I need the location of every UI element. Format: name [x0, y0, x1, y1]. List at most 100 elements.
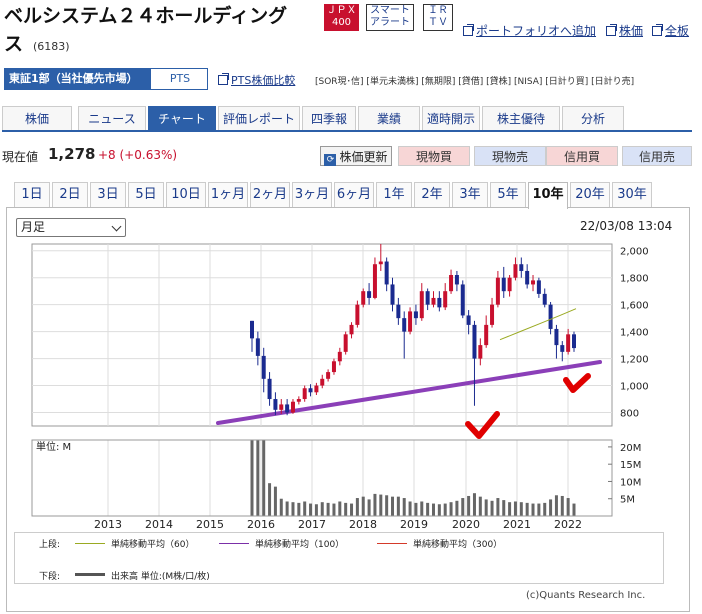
margin-buy-button[interactable]: 信用買	[546, 146, 618, 166]
cash-sell-button[interactable]: 現物売	[474, 146, 546, 166]
period-tab-9[interactable]: 1年	[376, 182, 412, 207]
price-tick-label: 1,400	[620, 328, 649, 339]
candle-body	[331, 361, 336, 373]
candle-body	[367, 291, 372, 298]
period-tab-13[interactable]: 10年	[528, 182, 568, 209]
volume-bar	[472, 493, 476, 516]
volume-bar	[549, 499, 553, 516]
candle-body	[454, 275, 459, 285]
full-board-link[interactable]: 全板	[652, 22, 689, 39]
margin-sell-button[interactable]: 信用売	[622, 146, 692, 166]
period-tab-15[interactable]: 30年	[612, 182, 652, 207]
pts-compare-label: PTS株価比較	[231, 74, 296, 87]
current-price: 1,278	[48, 145, 96, 163]
jpx400-badge[interactable]: ＪＰＸ 400	[324, 4, 359, 31]
volume-bar	[478, 496, 482, 516]
volume-tick-label: 20M	[620, 443, 641, 454]
nav-tab-8[interactable]: 分析	[562, 106, 624, 130]
pts-compare-link[interactable]: PTS株価比較	[218, 72, 295, 88]
period-tab-6[interactable]: 2ヶ月	[250, 182, 290, 207]
period-tab-14[interactable]: 20年	[570, 182, 610, 207]
period-tab-2[interactable]: 3日	[90, 182, 126, 207]
volume-bar	[566, 498, 570, 516]
candle-body	[255, 338, 260, 356]
period-tab-10[interactable]: 2年	[414, 182, 450, 207]
volume-bar	[490, 500, 494, 516]
check-mark-annotation	[465, 411, 500, 439]
period-tab-5[interactable]: 1ヶ月	[208, 182, 248, 207]
page-title: ベルシステム２４ホールディングス (6183)	[4, 2, 294, 61]
volume-bar	[396, 496, 400, 516]
candle-body	[320, 378, 325, 386]
nav-tab-3[interactable]: 評価レポート	[218, 106, 300, 130]
candle-body	[413, 311, 418, 319]
nav-tab-6[interactable]: 適時開示	[422, 106, 480, 130]
market-primary-tab[interactable]: 東証1部（当社優先市場）	[5, 69, 151, 89]
volume-plot-frame	[31, 439, 613, 517]
ma60-swatch	[75, 543, 105, 544]
x-tick-label: 2021	[503, 518, 531, 531]
price-link[interactable]: 株価	[606, 22, 643, 39]
portfolio-add-label: ポートフォリオへ追加	[476, 24, 597, 38]
candle-body	[466, 315, 471, 325]
market-pts-tab[interactable]: PTS	[169, 72, 191, 85]
smart-alert-button[interactable]: スマート アラート	[366, 4, 414, 31]
period-tab-3[interactable]: 5日	[128, 182, 164, 207]
nav-tab-2[interactable]: チャート	[148, 106, 216, 130]
cash-buy-button[interactable]: 現物買	[398, 146, 470, 166]
volume-bar	[268, 483, 272, 516]
volume-bar	[513, 501, 517, 516]
candle-body	[507, 277, 512, 292]
candle-body	[378, 261, 383, 265]
volume-bar	[344, 502, 348, 516]
candle-body	[495, 277, 500, 305]
smart-alert-line1: スマート	[370, 5, 410, 16]
candle-body	[279, 404, 284, 410]
period-tab-1[interactable]: 2日	[52, 182, 88, 207]
volume-bar	[314, 504, 318, 516]
price-change: +8 (+0.63%)	[98, 148, 178, 162]
price-tick-label: 800	[620, 409, 639, 420]
volume-bar	[508, 502, 512, 516]
volume-bar	[554, 495, 558, 516]
x-tick-label: 2019	[400, 518, 428, 531]
legend-ma300-label: 単純移動平均（300）	[413, 540, 503, 550]
x-tick-label: 2015	[196, 518, 224, 531]
volume-bar	[309, 503, 313, 516]
period-tab-0[interactable]: 1日	[14, 182, 50, 207]
period-tab-4[interactable]: 10日	[166, 182, 206, 207]
legend-ma300: 単純移動平均（300）	[377, 537, 502, 550]
nav-tab-0[interactable]: 株価	[2, 106, 72, 130]
period-tab-7[interactable]: 3ヶ月	[292, 182, 332, 207]
refresh-price-button[interactable]: ⟳ 株価更新	[320, 146, 392, 166]
legend-ma100-label: 単純移動平均（100）	[255, 540, 345, 550]
chart-timestamp: 22/03/08 13:04	[580, 219, 673, 233]
candle-body	[267, 378, 272, 400]
nav-tab-7[interactable]: 株主優待	[482, 106, 560, 130]
ir-tv-line2: ＴＶ	[428, 17, 448, 28]
check-mark-annotation	[563, 373, 591, 393]
candle-body	[261, 355, 266, 379]
period-tab-12[interactable]: 5年	[490, 182, 526, 207]
nav-tab-4[interactable]: 四季報	[302, 106, 356, 130]
candle-body	[308, 388, 313, 393]
x-tick-label: 2017	[298, 518, 326, 531]
volume-bar	[391, 496, 395, 516]
volume-bar	[332, 503, 336, 516]
volume-unit-label: 単位: M	[36, 440, 71, 453]
nav-tab-1[interactable]: ニュース	[78, 106, 146, 130]
volume-bar	[449, 502, 453, 516]
stock-code: (6183)	[33, 40, 70, 53]
period-tabs: 1日 2日 3日 5日 10日 1ヶ月 2ヶ月 3ヶ月 6ヶ月 1年 2年 3年 5年 10年 20年 30年	[6, 180, 690, 209]
interval-select[interactable]: 月足	[16, 218, 126, 237]
ir-tv-button[interactable]: ＩＲ ＴＶ	[423, 4, 453, 31]
legend-ma60-label: 単純移動平均（60）	[111, 540, 195, 550]
period-tab-8[interactable]: 6ヶ月	[334, 182, 374, 207]
candle-body	[296, 399, 301, 402]
portfolio-add-link[interactable]: ポートフォリオへ追加	[463, 22, 596, 39]
candle-body	[250, 320, 254, 339]
period-tab-11[interactable]: 3年	[452, 182, 488, 207]
nav-tab-5[interactable]: 業績	[358, 106, 420, 130]
volume-bar	[426, 502, 430, 516]
